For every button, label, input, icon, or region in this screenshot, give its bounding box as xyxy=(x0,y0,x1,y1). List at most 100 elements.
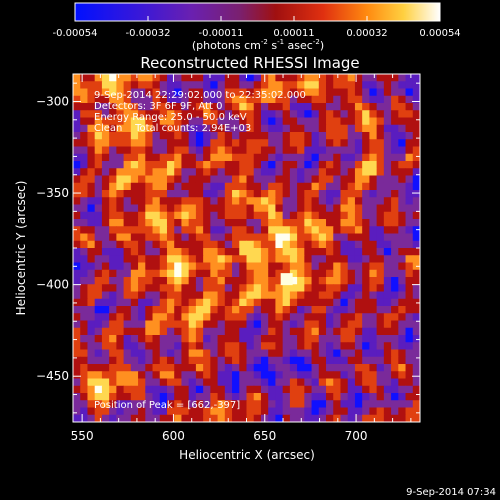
heatmap-cell xyxy=(232,211,240,220)
heatmap-cell xyxy=(398,182,407,191)
heatmap-cell xyxy=(152,393,161,401)
heatmap-cell xyxy=(80,168,88,176)
heatmap-cell xyxy=(188,204,197,213)
heatmap-cell xyxy=(318,400,327,408)
heatmap-cell xyxy=(217,161,226,169)
heatmap-cell xyxy=(246,298,255,307)
heatmap-cell xyxy=(260,124,269,133)
heatmap-cell xyxy=(246,233,255,242)
heatmap-cell xyxy=(203,117,211,126)
heatmap-cell xyxy=(405,306,414,314)
heatmap-cell xyxy=(347,356,356,365)
heatmap-cell xyxy=(275,110,284,118)
heatmap-cell xyxy=(195,233,204,242)
heatmap-cell xyxy=(354,306,363,314)
heatmap-cell xyxy=(282,414,291,422)
heatmap-cell xyxy=(116,349,125,358)
heatmap-cell xyxy=(347,81,356,89)
heatmap-cell xyxy=(311,74,320,82)
heatmap-cell xyxy=(224,110,233,118)
heatmap-cell xyxy=(268,284,276,292)
heatmap-cell xyxy=(239,342,247,350)
heatmap-cell xyxy=(275,74,284,82)
heatmap-cell xyxy=(304,306,313,314)
heatmap-cell xyxy=(101,146,110,155)
x-tick-label: 550 xyxy=(71,429,94,443)
heatmap-cell xyxy=(239,262,247,271)
heatmap-cell xyxy=(232,378,240,387)
heatmap-cell xyxy=(246,146,255,155)
heatmap-cell xyxy=(195,117,204,126)
heatmap-cell xyxy=(289,240,298,249)
heatmap-cell xyxy=(73,277,81,285)
heatmap-cell xyxy=(210,400,219,408)
heatmap-cell xyxy=(181,132,190,140)
heatmap-cell xyxy=(166,182,175,191)
heatmap-cell xyxy=(159,269,168,278)
heatmap-cell xyxy=(340,182,349,191)
heatmap-cell xyxy=(232,233,240,242)
heatmap-cell xyxy=(369,313,378,321)
heatmap-cell xyxy=(383,342,392,350)
heatmap-cell xyxy=(318,364,327,372)
heatmap-cell xyxy=(333,385,341,394)
heatmap-cell xyxy=(188,335,197,343)
heatmap-cell xyxy=(159,335,168,343)
heatmap-cell xyxy=(217,81,226,89)
heatmap-cell xyxy=(275,175,284,184)
heatmap-cell xyxy=(210,81,219,89)
heatmap-cell xyxy=(166,298,175,307)
heatmap-cell xyxy=(80,313,88,321)
heatmap-cell xyxy=(188,277,197,285)
heatmap-cell xyxy=(188,356,197,365)
heatmap-cell xyxy=(391,313,399,321)
heatmap-cell xyxy=(116,95,125,104)
heatmap-cell xyxy=(318,262,327,271)
heatmap-cell xyxy=(232,153,240,162)
heatmap-cell xyxy=(347,320,356,329)
heatmap-cell xyxy=(282,298,291,307)
heatmap-cell xyxy=(398,95,407,104)
heatmap-cell xyxy=(116,139,125,147)
heatmap-cell xyxy=(166,233,175,242)
heatmap-cell xyxy=(166,356,175,365)
heatmap-cell xyxy=(159,364,168,372)
heatmap-cell xyxy=(246,161,255,169)
heatmap-cell xyxy=(253,132,262,140)
heatmap-cell xyxy=(210,269,219,278)
heatmap-cell xyxy=(326,132,334,140)
heatmap-cell xyxy=(326,182,334,191)
heatmap-cell xyxy=(224,393,233,401)
heatmap-cell xyxy=(268,190,276,198)
heatmap-cell xyxy=(412,320,420,329)
heatmap-cell xyxy=(210,161,219,169)
heatmap-cell xyxy=(195,153,204,162)
heatmap-cell xyxy=(232,226,240,234)
heatmap-cell xyxy=(412,168,420,176)
heatmap-cell xyxy=(398,226,407,234)
heatmap-cell xyxy=(174,335,182,343)
heatmap-cell xyxy=(311,393,320,401)
heatmap-cell xyxy=(109,95,117,104)
heatmap-cell xyxy=(145,240,154,249)
heatmap-cell xyxy=(282,313,291,321)
heatmap-cell xyxy=(246,378,255,387)
heatmap-cell xyxy=(383,240,392,249)
heatmap-cell xyxy=(391,153,399,162)
heatmap-cell xyxy=(166,284,175,292)
heatmap-cell xyxy=(362,226,370,234)
heatmap-cell xyxy=(260,240,269,249)
heatmap-cell xyxy=(333,182,341,191)
heatmap-cell xyxy=(109,327,117,336)
heatmap-cell xyxy=(94,364,103,372)
heatmap-cell xyxy=(391,168,399,176)
heatmap-cell xyxy=(253,139,262,147)
heatmap-cell xyxy=(109,269,117,278)
heatmap-cell xyxy=(210,139,219,147)
heatmap-cell xyxy=(109,248,117,256)
heatmap-cell xyxy=(275,342,284,350)
heatmap-cell xyxy=(123,320,132,329)
heatmap-cell xyxy=(405,385,414,394)
heatmap-cell xyxy=(217,248,226,256)
heatmap-cell xyxy=(340,306,349,314)
